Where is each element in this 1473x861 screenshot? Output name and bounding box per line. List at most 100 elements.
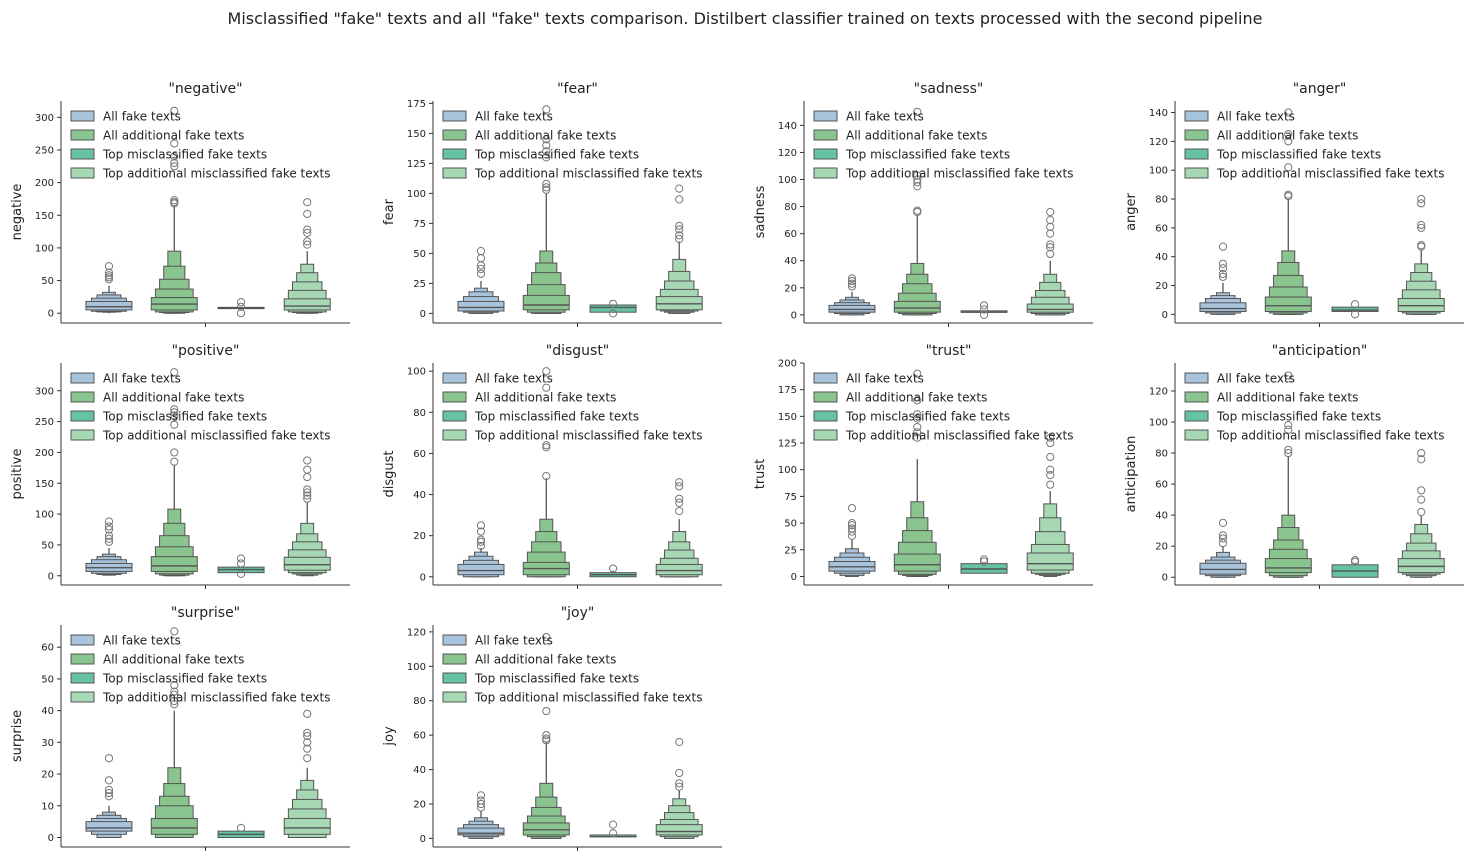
outlier-point [303, 472, 312, 482]
legend-swatch [442, 110, 467, 122]
legend-swatch [813, 110, 838, 122]
outlier-point [104, 525, 114, 534]
outlier-point [476, 796, 486, 805]
boxen-series-2 [150, 627, 198, 838]
y-tick-label: 80 [1155, 449, 1168, 460]
legend: All fake texts All additional fake texts T… [70, 372, 330, 443]
legend-label: Top misclassified fake texts [474, 148, 639, 162]
outlier-point [170, 106, 179, 115]
subplot-sadness: "sadness" sadness 0 20 40 60 80 100 120 140 All fa… [753, 81, 1093, 327]
legend-label: All additional fake texts [475, 653, 616, 667]
boxen-level [1331, 306, 1379, 312]
boxen-level [893, 553, 941, 572]
y-tick-label: 75 [784, 492, 797, 503]
legend-label: Top additional misclassified fake texts [102, 691, 330, 705]
outlier-point [542, 105, 551, 114]
subplot-title: "anger" [1293, 81, 1347, 97]
y-tick-label: 120 [778, 148, 797, 159]
legend-label: Top misclassified fake texts [845, 410, 1010, 424]
legend-swatch [442, 148, 467, 160]
figure-title: Misclassified "fake" texts and all "fake… [228, 9, 1263, 28]
boxen-series-1 [828, 274, 876, 316]
outlier-point [1417, 220, 1426, 230]
y-tick-label: 250 [35, 417, 54, 428]
boxen-level [283, 298, 331, 311]
boxen-series-3 [1331, 556, 1379, 578]
y-axis-label: sadness [753, 185, 768, 238]
boxen-level [1199, 302, 1247, 312]
boxen-level [655, 824, 703, 836]
y-tick-label: 250 [35, 145, 54, 156]
outlier-point [236, 559, 246, 568]
boxen-series-3 [217, 554, 265, 579]
boxen-level [589, 304, 637, 313]
legend-label: All additional fake texts [475, 129, 616, 143]
outlier-point [303, 209, 312, 219]
outlier-point [675, 737, 684, 747]
outlier-point [476, 264, 486, 274]
outlier-point [476, 254, 486, 263]
subplot-title: "sadness" [914, 81, 984, 97]
outlier-point [542, 141, 551, 150]
subplot-surprise: "surprise" surprise 0 10 20 30 40 50 60 All fake … [10, 605, 350, 851]
outlier-point [1284, 420, 1293, 430]
outlier-point [303, 491, 312, 500]
y-tick-label: 40 [1155, 511, 1168, 522]
y-tick-label: 60 [1155, 480, 1168, 491]
outlier-point [303, 754, 312, 763]
outlier-point [542, 632, 551, 642]
y-tick-label: 200 [778, 359, 797, 370]
outlier-point [542, 443, 551, 452]
outlier-point [303, 494, 312, 503]
legend-label: Top additional misclassified fake texts [102, 429, 330, 443]
boxen-series-3 [589, 820, 637, 838]
outlier-point [1284, 108, 1293, 117]
outlier-point [847, 276, 857, 286]
outlier-point [913, 433, 922, 442]
outlier-point [476, 521, 486, 530]
outlier-point [303, 237, 312, 246]
outlier-point [1046, 438, 1055, 448]
outlier-point [303, 709, 312, 718]
subplot-anticipation: "anticipation" anticipation 0 20 40 60 80 100 12… [1124, 343, 1464, 589]
y-tick-label: 50 [41, 674, 54, 685]
boxen-level [85, 300, 133, 311]
legend-label: All fake texts [846, 372, 924, 386]
legend-swatch [813, 429, 838, 441]
legend-label: All fake texts [103, 372, 181, 386]
legend-label: All fake texts [475, 110, 553, 124]
boxen-series-4 [283, 709, 331, 838]
y-tick-label: 100 [35, 510, 54, 521]
outlier-point [1046, 480, 1055, 489]
outlier-point [542, 179, 551, 188]
outlier-point [1218, 538, 1228, 548]
y-tick-label: 175 [778, 385, 797, 396]
outlier-point [847, 531, 857, 541]
outlier-point [1218, 269, 1228, 279]
y-tick-label: 0 [420, 834, 426, 845]
boxen-series-3 [217, 298, 265, 318]
subplot-title: "surprise" [171, 605, 240, 621]
y-tick-label: 0 [1162, 573, 1168, 584]
boxen-series-2 [1264, 371, 1312, 578]
legend: All fake texts All additional fake texts T… [813, 372, 1073, 443]
boxen-series-1 [457, 246, 505, 314]
boxen-level [655, 563, 703, 576]
outlier-point [979, 557, 989, 566]
boxen-series-2 [522, 367, 570, 578]
y-tick-label: 75 [413, 219, 426, 230]
outlier-point [170, 411, 179, 420]
outlier-point [1046, 470, 1055, 480]
outlier-point [170, 700, 179, 709]
boxen-level [1264, 296, 1312, 312]
outlier-point [476, 535, 486, 544]
outlier-point [303, 198, 312, 207]
outlier-point [542, 383, 551, 392]
outlier-point [104, 531, 114, 540]
boxen-level [522, 822, 570, 836]
outlier-point [913, 422, 922, 432]
legend: All fake texts All additional fake texts T… [442, 372, 702, 443]
subplot-title: "fear" [557, 81, 598, 97]
boxen-level [283, 556, 331, 571]
outlier-point [303, 488, 312, 497]
